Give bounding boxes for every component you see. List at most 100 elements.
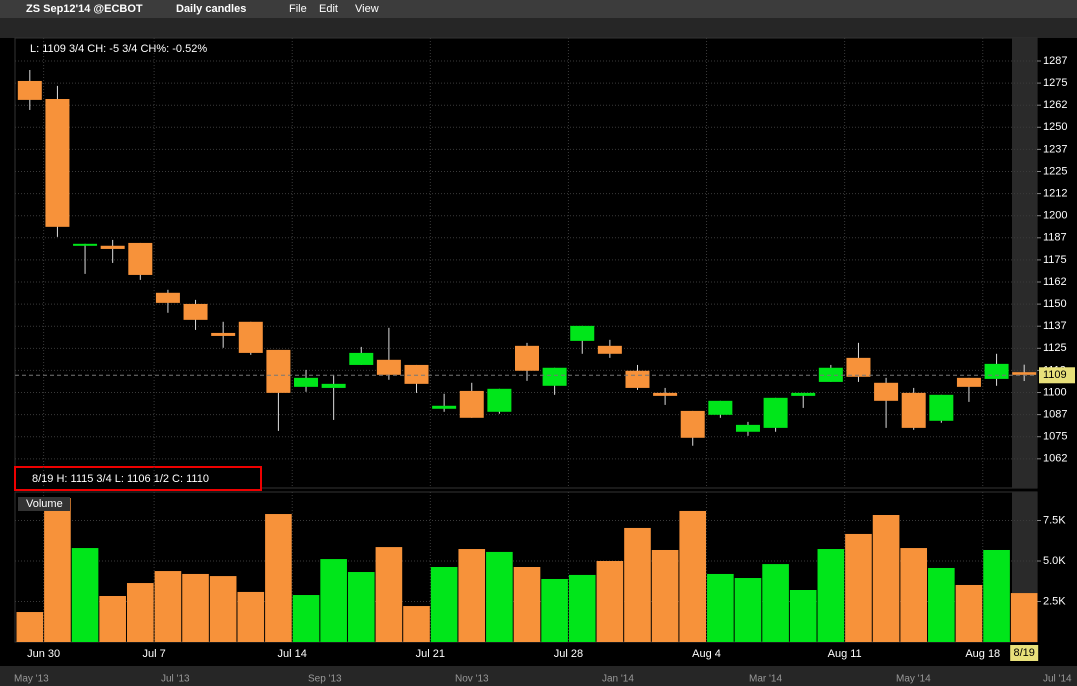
menu-item[interactable]: Edit	[319, 3, 338, 15]
volume-bar	[126, 583, 154, 642]
y-tick-label: 1162	[1043, 276, 1067, 288]
candle-body	[846, 357, 871, 377]
volume-bar	[568, 574, 596, 642]
volume-bar	[762, 564, 789, 642]
volume-bar	[486, 551, 513, 642]
volume-bar	[403, 606, 430, 642]
overview-label: Jul '14	[1043, 674, 1072, 685]
volume-bar	[182, 573, 209, 642]
overview-label: May '14	[896, 674, 931, 685]
overview-label: May '13	[14, 674, 49, 685]
volume-bar	[44, 497, 71, 642]
volume-bar	[679, 510, 707, 642]
candle-body	[404, 364, 429, 384]
panel-title: Volume	[26, 498, 63, 510]
y-tick-label: 1187	[1043, 232, 1067, 244]
y-tick-label: 1125	[1043, 342, 1067, 354]
current-column	[1012, 38, 1037, 488]
candle-body	[100, 245, 125, 249]
x-tick-label: Aug 18	[965, 648, 1000, 660]
overview-bar[interactable]	[0, 666, 1077, 686]
overview-label: Nov '13	[455, 674, 489, 685]
volume-bar	[375, 547, 403, 642]
candle-body	[791, 392, 816, 396]
symbol[interactable]: ZS Sep12'14 @ECBOT	[26, 3, 143, 15]
candle-body	[294, 377, 319, 387]
candle-body	[183, 303, 208, 320]
y-tick-label: 1200	[1043, 210, 1067, 222]
y-tick-label: 1150	[1043, 298, 1067, 310]
period[interactable]: Daily candles	[176, 3, 246, 15]
title-bar	[0, 0, 1077, 18]
volume-bar	[16, 612, 44, 642]
volume-bar	[237, 591, 265, 642]
y-tick-label: 1250	[1043, 121, 1067, 133]
volume-bar	[983, 549, 1010, 642]
candle-body	[487, 388, 512, 412]
last-price-label: 1109	[1043, 369, 1067, 381]
x-tick-label: Jul 14	[278, 648, 307, 660]
overview-label: Jan '14	[602, 674, 634, 685]
candle-body	[17, 80, 42, 100]
candle-body	[901, 392, 926, 428]
x-tick-label: Jul 7	[142, 648, 165, 660]
volume-bar	[209, 576, 237, 642]
y-tick-label: 1225	[1043, 165, 1067, 177]
y-tick-label: 1262	[1043, 99, 1067, 111]
cursor-values: 8/19 H: 1115 3/4 L: 1106 1/2 C: 1110	[32, 473, 209, 485]
volume-bar	[872, 515, 900, 642]
volume-bar	[265, 514, 292, 642]
volume-bar	[955, 584, 983, 642]
overview-label: Mar '14	[749, 674, 782, 685]
x-tick-label: Jul 21	[416, 648, 445, 660]
y-tick-label: 7.5K	[1043, 514, 1066, 526]
volume-bar	[1010, 593, 1038, 642]
cursor-date: 8/19	[1013, 647, 1034, 659]
volume-bar	[928, 567, 955, 642]
volume-bar	[624, 527, 651, 642]
candle-body	[211, 332, 236, 336]
y-tick-label: 1075	[1043, 431, 1067, 443]
y-tick-label: 1212	[1043, 188, 1067, 200]
candle-body	[984, 363, 1009, 379]
candle-body	[515, 345, 539, 371]
volume-bar	[596, 561, 624, 642]
x-tick-label: Aug 11	[828, 648, 862, 660]
candle-body	[321, 383, 346, 388]
toolbar	[0, 18, 1077, 38]
y-tick-label: 1137	[1043, 320, 1067, 332]
candle-body	[155, 292, 180, 303]
candle-body	[625, 370, 650, 388]
y-tick-label: 1275	[1043, 77, 1067, 89]
y-tick-label: 1062	[1043, 453, 1067, 465]
y-tick-label: 1100	[1043, 386, 1067, 398]
y-tick-label: 5.0K	[1043, 555, 1066, 567]
candle-body	[570, 325, 595, 341]
candle-body	[708, 400, 733, 415]
candle-body	[763, 397, 788, 428]
x-tick-label: Jun 30	[27, 648, 60, 660]
menu-item[interactable]: View	[355, 3, 379, 15]
volume-bar	[845, 533, 872, 642]
volume-bar	[430, 567, 458, 642]
candle-body	[956, 377, 981, 387]
volume-bar	[71, 548, 99, 642]
last-price-badge	[1039, 367, 1075, 384]
candle-body	[128, 242, 153, 275]
volume-bar	[99, 595, 126, 642]
y-tick-label: 1237	[1043, 143, 1067, 155]
x-tick-label: Jul 28	[554, 648, 583, 660]
overview-label: Jul '13	[161, 674, 190, 685]
info-line: L: 1109 3/4 CH: -5 3/4 CH%: -0.52%	[30, 43, 207, 55]
menu-item[interactable]: File	[289, 3, 307, 15]
candle-body	[874, 382, 899, 401]
candle-body	[459, 390, 484, 418]
candle-body	[1012, 372, 1037, 375]
candle-body	[376, 359, 401, 375]
y-tick-label: 1087	[1043, 409, 1067, 421]
volume-bar	[789, 590, 817, 642]
cursor-date-badge	[1010, 645, 1039, 661]
candle-body	[238, 321, 263, 353]
candle-body	[735, 424, 760, 432]
